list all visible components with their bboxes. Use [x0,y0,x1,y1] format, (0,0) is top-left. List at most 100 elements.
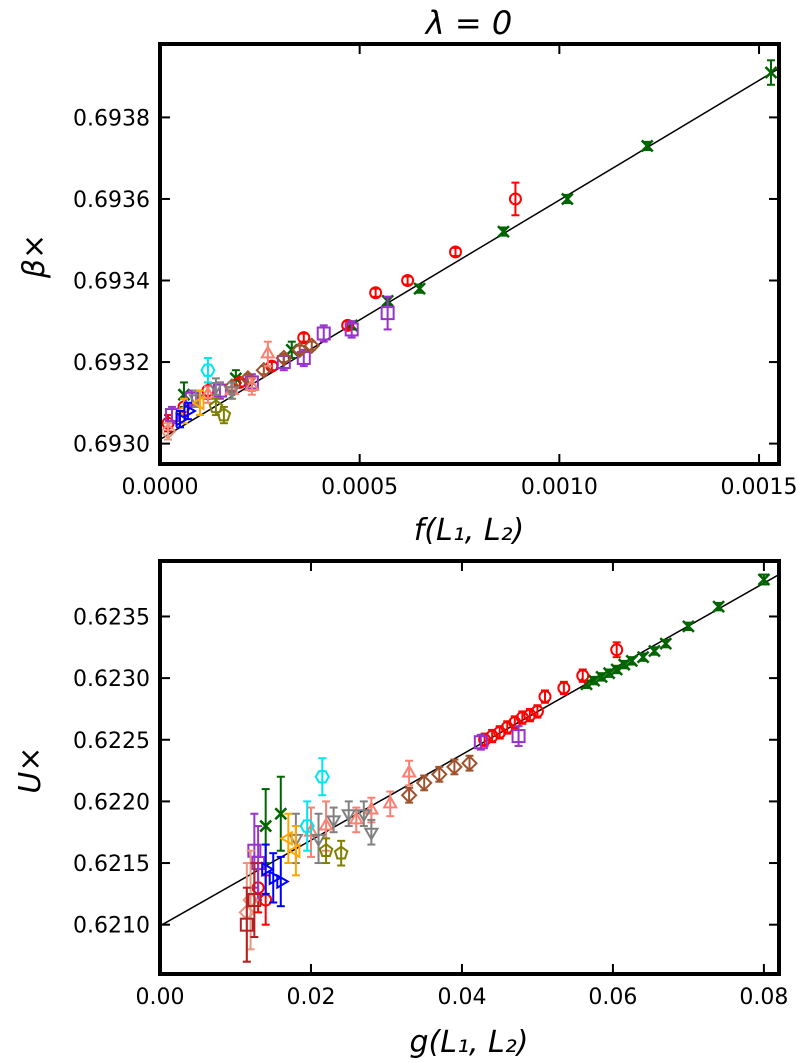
data-point [274,807,288,821]
panel-top: f(L₁, L₂) β× 0.0000 0.0005 0.0010 0.0015 0.6… [17,42,797,548]
data-point [224,386,240,400]
data-point [449,245,463,259]
data-point [260,344,276,359]
series-F [288,800,380,865]
data-point [286,842,301,859]
series-E [303,759,417,858]
data-point [576,669,590,683]
data-point [303,337,321,355]
data-point [682,619,695,633]
data-point [382,794,399,809]
data-point [356,809,372,823]
data-point [216,407,232,422]
data-point [445,758,463,776]
data-point [530,704,544,718]
data-point [363,801,380,815]
data-point [617,658,631,671]
data-point [318,842,334,857]
plot-area-bottom [159,573,780,963]
x-tick-label: 0.06 [588,985,637,1010]
data-point [208,382,224,396]
data-point [595,670,608,684]
y-tick-label: 0.6934 [73,270,150,295]
y-tick-label: 0.6215 [73,852,150,877]
data-point [659,637,673,650]
data-point [401,274,415,288]
series-K [159,422,177,441]
data-point [348,810,365,825]
data-point [279,830,293,847]
series-I [299,757,330,852]
data-point [610,663,624,676]
y-tick-label: 0.6938 [73,106,150,131]
data-point [276,873,290,890]
data-point [325,815,342,829]
data-point [473,735,488,750]
data-point [183,403,197,419]
chart-title: λ = 0 [424,4,512,42]
y-tick-label: 0.6230 [73,667,150,692]
x-tick-label: 0.08 [739,985,788,1010]
data-point [318,817,334,831]
data-point [602,666,616,680]
series-I [200,356,216,384]
y-tick-label: 0.6225 [73,729,150,754]
data-point [259,819,273,833]
data-point [341,318,355,332]
data-point [511,729,526,744]
y-tick-label: 0.6936 [73,188,150,213]
data-point [268,870,283,886]
y-tick-label: 0.6220 [73,790,150,815]
series-G [279,812,301,877]
data-point [538,690,552,704]
x-tick-label: 0.0000 [122,475,199,500]
data-point [625,654,639,668]
y-tick-label: 0.6932 [73,351,150,376]
data-point [380,306,395,321]
series-H [175,401,197,429]
x-tick-label: 0.0010 [521,475,598,500]
plot-frame-top [158,42,781,466]
data-point [344,322,359,337]
data-point [291,341,309,359]
x-tick-label: 0.0005 [321,475,398,500]
data-point [560,192,574,206]
data-point [764,66,778,79]
y-tick-label: 0.6235 [73,605,150,630]
x-tick-label: 0.0015 [721,475,797,500]
series-J [318,837,349,867]
series-J [208,397,232,425]
data-point [190,395,205,411]
data-point [523,708,537,722]
data-point [159,422,177,440]
data-point [640,139,654,153]
data-point [557,681,571,695]
y-tick-label: 0.6210 [73,914,150,939]
data-point [363,827,380,842]
x-tick-label: 0.02 [286,985,335,1010]
series-D [400,754,478,804]
data-point [413,282,426,296]
data-point [757,573,771,586]
data-point [297,331,311,345]
data-point [610,643,624,657]
data-point [415,774,433,792]
data-point [461,754,478,772]
data-point [200,363,216,377]
y-axis-label-top: β× [17,234,52,279]
data-point [430,765,448,783]
data-point [244,377,260,392]
data-point [712,600,725,613]
data-point [587,674,601,687]
data-point [314,770,330,784]
series-B [251,641,624,926]
series-L [239,862,262,963]
data-point [310,833,327,848]
x-axis-label-top: f(L₁, L₂) [414,513,525,548]
x-tick-label: 0.00 [136,985,185,1010]
plot-frame-bottom [158,559,781,976]
y-axis-label-bottom: U× [13,746,48,793]
data-point [275,349,293,367]
data-point [175,411,189,427]
